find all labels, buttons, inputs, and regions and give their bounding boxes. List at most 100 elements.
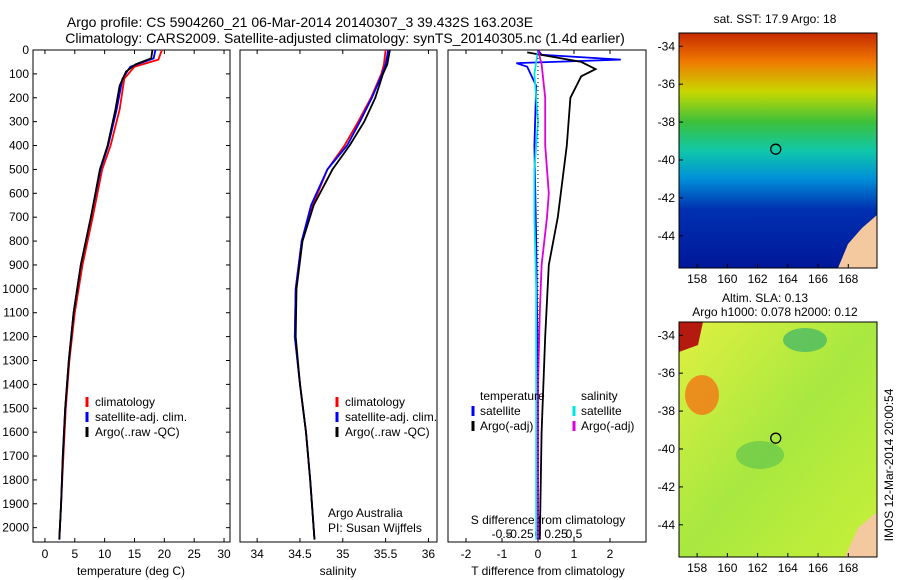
legend-label-argo: Argo(..raw -QC) bbox=[345, 425, 430, 439]
temperature-xlabel: temperature (deg C) bbox=[77, 564, 185, 578]
annotation-org: Argo Australia bbox=[328, 506, 403, 520]
sst-map-frame bbox=[678, 32, 878, 269]
temperature-axes-frame bbox=[32, 49, 231, 543]
x-tick-label: 35 bbox=[336, 547, 350, 561]
lon-tick-label: 164 bbox=[778, 272, 798, 286]
lat-tick-label: -38 bbox=[658, 115, 676, 129]
sla-warm-eddy bbox=[685, 375, 719, 415]
temperature-legend: climatology satellite-adj. clim. Argo(..… bbox=[85, 395, 187, 439]
depth-tick-label: 700 bbox=[9, 210, 29, 224]
x-tick-label: 34 bbox=[250, 547, 264, 561]
sst-field bbox=[679, 33, 877, 268]
salinity-panel: 34 34.5 35 35.5 36 salinity climatology sate… bbox=[239, 49, 438, 578]
sla-high-anomaly bbox=[679, 322, 703, 352]
salinity-legend: climatology satellite-adj. clim. Argo(..… bbox=[335, 395, 437, 439]
legend-label-sat: satellite-adj. clim. bbox=[95, 410, 187, 424]
depth-tick-label: 2000 bbox=[2, 521, 29, 535]
sla-map: Altim. SLA: 0.13 Argo h1000: 0.078 h2000… bbox=[658, 291, 878, 575]
sla-map-frame bbox=[678, 321, 878, 558]
sla-cool-eddy bbox=[783, 328, 827, 352]
sla-field bbox=[679, 322, 877, 557]
s-difference-tick-label: -0.25 bbox=[506, 527, 534, 541]
x-tick-label: 20 bbox=[158, 547, 172, 561]
depth-tick-label: 1700 bbox=[2, 449, 29, 463]
legend-head-temperature: temperature bbox=[480, 389, 545, 403]
lon-tick-label: 158 bbox=[687, 561, 707, 575]
x-tick-label: -2 bbox=[461, 547, 472, 561]
depth-tick-label: 500 bbox=[9, 162, 29, 176]
lon-tick-label: 164 bbox=[778, 561, 798, 575]
imos-timestamp: IMOS 12-Mar-2014 20:00:54 bbox=[882, 388, 896, 541]
lat-tick-label: -44 bbox=[658, 518, 676, 532]
legend-label-t-argo: Argo(-adj) bbox=[480, 419, 533, 433]
series-line bbox=[527, 51, 598, 540]
sst-map-axes: 158 160 162 164 166 168 -34 -36 -38 -40 -42 -44 bbox=[658, 39, 859, 286]
depth-tick-label: 0 bbox=[22, 43, 29, 57]
depth-tick-label: 400 bbox=[9, 139, 29, 153]
s-difference-tick-label: -0.5 bbox=[492, 527, 513, 541]
lat-tick-label: -42 bbox=[658, 480, 676, 494]
legend-label-argo: Argo(..raw -QC) bbox=[95, 425, 180, 439]
x-tick-label: 35.5 bbox=[374, 547, 398, 561]
sla-cool-eddy bbox=[736, 441, 784, 469]
depth-tick-label: 100 bbox=[9, 67, 29, 81]
difference-legend: temperature satellite Argo(-adj) salinit… bbox=[471, 389, 634, 433]
depth-tick-label: 800 bbox=[9, 234, 29, 248]
argo-position-marker bbox=[770, 143, 782, 155]
difference-series bbox=[516, 49, 621, 542]
lon-tick-label: 166 bbox=[808, 272, 828, 286]
series-line bbox=[294, 49, 391, 540]
depth-tick-label: 1800 bbox=[2, 473, 29, 487]
title-line-2: Climatology: CARS2009. Satellite-adjuste… bbox=[65, 30, 625, 46]
sst-land bbox=[838, 215, 877, 268]
lat-tick-label: -44 bbox=[658, 229, 676, 243]
lon-tick-label: 168 bbox=[838, 561, 858, 575]
sla-land bbox=[845, 512, 877, 557]
salinity-x-axis: 34 34.5 35 35.5 36 bbox=[250, 50, 435, 561]
legend-label-t-sat: satellite bbox=[480, 404, 521, 418]
series-line bbox=[537, 49, 550, 540]
lon-tick-label: 168 bbox=[838, 272, 858, 286]
x-tick-label: 10 bbox=[98, 547, 112, 561]
depth-tick-label: 1500 bbox=[2, 401, 29, 415]
x-tick-label: 30 bbox=[217, 547, 231, 561]
lon-tick-label: 160 bbox=[717, 561, 737, 575]
sla-map-title: Altim. SLA: 0.13 bbox=[722, 291, 808, 305]
temperature-series bbox=[58, 49, 163, 540]
legend-head-salinity: salinity bbox=[581, 389, 618, 403]
s-difference-tick-label: 0.25 bbox=[544, 527, 568, 541]
difference-panel: -2 -1 0 1 2 -0.5-0.2500.250.5 S difference f… bbox=[447, 49, 647, 578]
s-difference-label: S difference from climatology bbox=[471, 513, 626, 527]
depth-tick-label: 600 bbox=[9, 186, 29, 200]
annotation-pi: PI: Susan Wijffels bbox=[328, 521, 422, 535]
series-line bbox=[58, 49, 154, 540]
s-difference-x-axis: -0.5-0.2500.250.5 bbox=[492, 527, 583, 541]
x-tick-label: 0 bbox=[42, 547, 49, 561]
x-tick-label: 5 bbox=[71, 547, 78, 561]
depth-tick-label: 900 bbox=[9, 258, 29, 272]
lon-tick-label: 160 bbox=[717, 272, 737, 286]
lon-tick-label: 166 bbox=[808, 561, 828, 575]
lat-tick-label: -36 bbox=[658, 366, 676, 380]
lon-tick-label: 162 bbox=[748, 561, 768, 575]
lat-tick-label: -42 bbox=[658, 191, 676, 205]
s-difference-tick-label: 0.5 bbox=[566, 527, 583, 541]
depth-tick-label: 300 bbox=[9, 115, 29, 129]
salinity-xlabel: salinity bbox=[320, 564, 357, 578]
x-tick-label: -1 bbox=[497, 547, 508, 561]
legend-label-s-argo: Argo(-adj) bbox=[581, 419, 634, 433]
sst-map: sat. SST: 17.9 Argo: 18 158 160 162 164 166 1… bbox=[658, 12, 878, 286]
lat-tick-label: -40 bbox=[658, 153, 676, 167]
t-difference-x-axis: -2 -1 0 1 2 bbox=[461, 50, 614, 561]
depth-tick-label: 1400 bbox=[2, 377, 29, 391]
series-line bbox=[533, 49, 539, 540]
lat-tick-label: -34 bbox=[658, 39, 676, 53]
temperature-panel: 0100200300400500600700800900100011001200… bbox=[2, 43, 646, 578]
x-tick-label: 25 bbox=[188, 547, 202, 561]
sla-map-axes: 158 160 162 164 166 168 -34 -36 -38 -40 -42 -44 bbox=[658, 328, 859, 575]
legend-label-clim: climatology bbox=[95, 395, 155, 409]
title-line-1: Argo profile: CS 5904260_21 06-Mar-2014 … bbox=[67, 14, 533, 30]
depth-tick-label: 1900 bbox=[2, 497, 29, 511]
sla-map-subtitle: Argo h1000: 0.078 h2000: 0.12 bbox=[692, 305, 858, 319]
